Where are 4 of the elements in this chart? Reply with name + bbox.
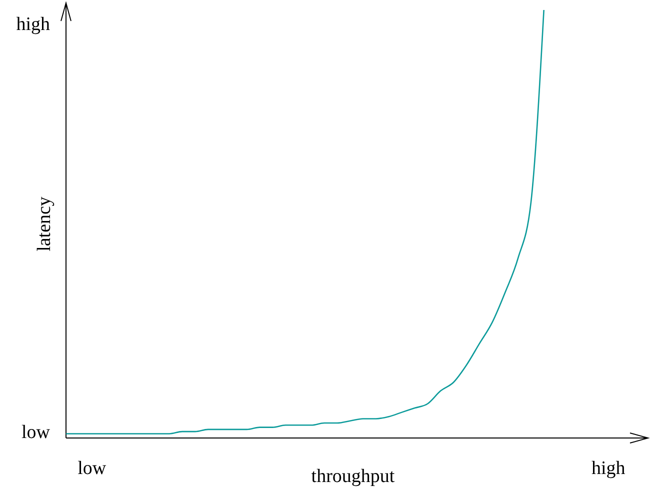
x-axis-title: throughput <box>311 466 396 487</box>
text: low <box>22 422 50 443</box>
y-axis-title: latency <box>34 196 55 252</box>
text: high <box>16 14 50 35</box>
